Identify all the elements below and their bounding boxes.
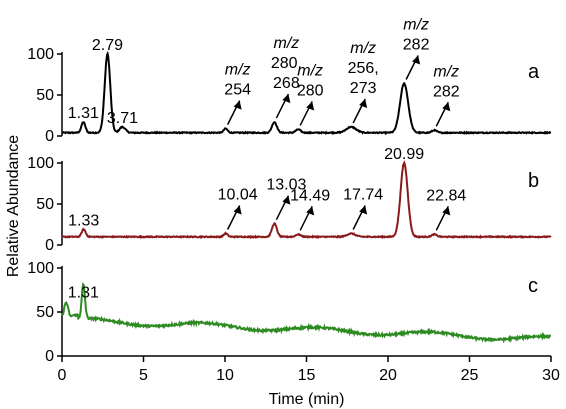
- series-line-c: [61, 282, 552, 344]
- y-tick-label: 50: [36, 87, 54, 104]
- y-tick-label: 0: [45, 348, 54, 365]
- peak-annotation: 280,: [271, 55, 302, 72]
- peak-annotation: 13.03: [266, 177, 306, 194]
- y-axis-title: Relative Abundance: [5, 135, 22, 277]
- peak-label: 1.31: [68, 284, 99, 301]
- series-line-a: [61, 50, 552, 136]
- arrow-head: [282, 195, 291, 205]
- peak-annotation: 282: [433, 83, 460, 100]
- y-tick-label: 100: [27, 46, 54, 63]
- y-tick-label: 0: [45, 128, 54, 145]
- arrow-head: [442, 206, 451, 216]
- arrow-head: [412, 55, 421, 65]
- y-tick-label: 50: [36, 304, 54, 321]
- peak-annotation: m/z: [350, 40, 376, 57]
- arrow-head: [233, 100, 242, 110]
- peak-annotation: 282: [403, 37, 430, 54]
- x-tick-label: 10: [216, 367, 234, 384]
- y-tick-label: 100: [27, 260, 54, 277]
- panel-label: b: [528, 170, 539, 192]
- peak-label: 1.33: [68, 212, 99, 229]
- y-tick-label: 0: [45, 237, 54, 254]
- peak-label: 1.31: [68, 105, 99, 122]
- peak-annotation: 273: [350, 80, 377, 97]
- arrow-head: [359, 205, 368, 215]
- peak-annotation: m/z: [297, 62, 323, 79]
- x-tick-label: 25: [461, 367, 479, 384]
- x-tick-label: 0: [58, 367, 67, 384]
- peak-annotation: 14.49: [290, 187, 330, 204]
- peak-annotation: 10.04: [218, 187, 258, 204]
- peak-annotation: 280: [297, 82, 324, 99]
- peak-annotation: 256,: [348, 60, 379, 77]
- peak-label: 2.79: [92, 37, 123, 54]
- series-line-b: [61, 160, 552, 240]
- y-tick-label: 100: [27, 155, 54, 172]
- x-tick-label: 15: [298, 367, 316, 384]
- x-tick-label: 5: [139, 367, 148, 384]
- peak-label: 3.71: [107, 110, 138, 127]
- arrow-head: [306, 101, 315, 111]
- peak-annotation: m/z: [433, 63, 459, 80]
- peak-annotation: m/z: [225, 62, 251, 79]
- x-tick-label: 20: [379, 367, 397, 384]
- peak-annotation: 17.74: [343, 187, 383, 204]
- x-tick-label: 30: [542, 367, 560, 384]
- peak-annotation: 254: [224, 82, 251, 99]
- peak-annotation: m/z: [273, 35, 299, 52]
- panel-label: c: [528, 275, 538, 297]
- arrow-head: [359, 98, 368, 108]
- arrow-head: [442, 102, 451, 112]
- arrow-head: [233, 205, 242, 215]
- panel-c: 0 50 100 c 1.31: [27, 260, 552, 365]
- arrow-head: [306, 206, 315, 216]
- peak-annotation: 22.84: [426, 187, 466, 204]
- panel-label: a: [528, 61, 540, 83]
- x-axis-title: Time (min): [269, 391, 345, 408]
- peak-annotation: 268: [273, 75, 300, 92]
- y-tick-label: 50: [36, 196, 54, 213]
- peak-annotation: m/z: [403, 17, 429, 34]
- peak-label: 20.99: [384, 146, 424, 163]
- arrow-head: [282, 94, 291, 104]
- panel-a: 050100a1.312.793.71m/z254m/z280,268m/z28…: [27, 17, 552, 145]
